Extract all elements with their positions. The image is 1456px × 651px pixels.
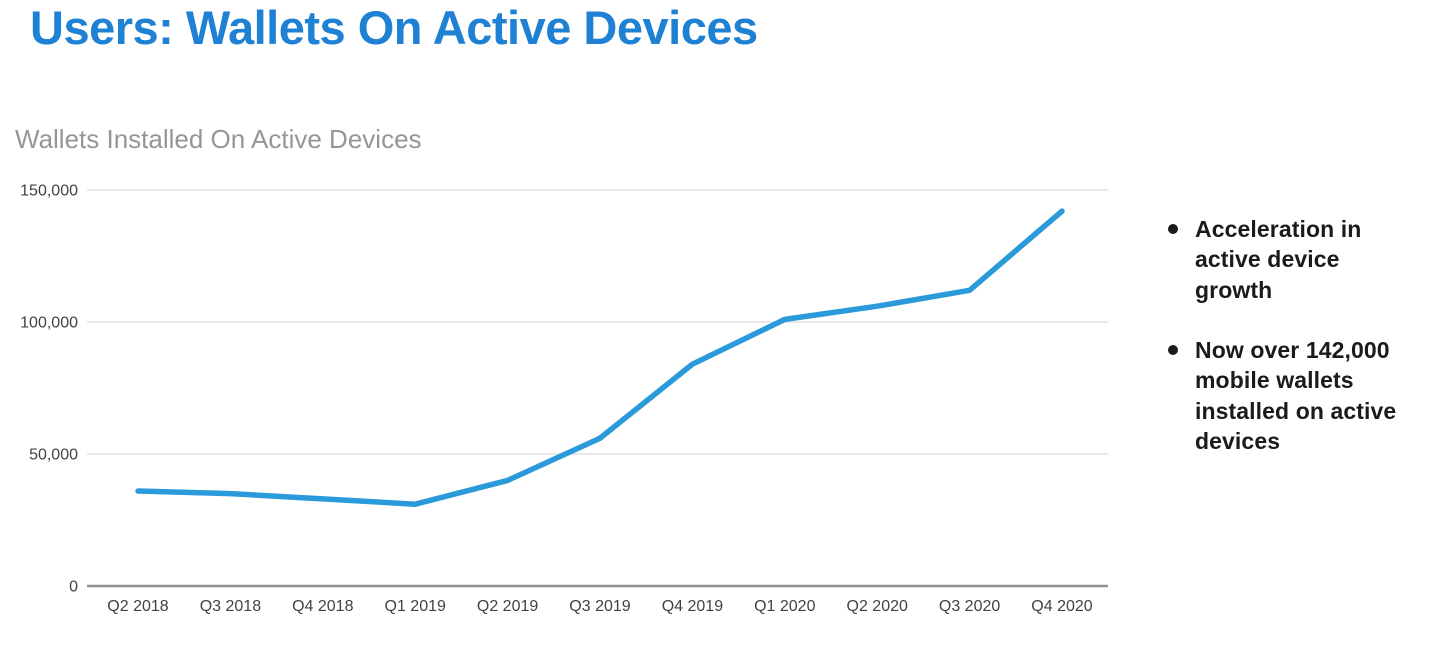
bullet-list: Acceleration in active device growth Now … (1168, 214, 1414, 487)
x-axis-tick-label: Q1 2020 (754, 598, 815, 615)
x-axis-tick-label: Q3 2019 (569, 598, 630, 615)
bullet-item: Acceleration in active device growth (1168, 214, 1414, 305)
x-axis-tick-label: Q4 2020 (1031, 598, 1092, 615)
x-axis-tick-label: Q2 2018 (107, 598, 168, 615)
bullet-dot-icon (1168, 345, 1178, 356)
wallets-series-line (135, 208, 1065, 507)
y-axis-tick-label: 0 (69, 579, 78, 596)
page-title: Users: Wallets On Active Devices (30, 1, 758, 54)
y-axis-tick-label: 150,000 (20, 183, 78, 200)
x-axis-tick-label: Q4 2019 (662, 598, 723, 615)
x-axis-tick-label: Q1 2019 (385, 598, 446, 615)
bullet-text: Acceleration in active device growth (1195, 216, 1362, 303)
x-axis-tick-label: Q4 2018 (292, 598, 353, 615)
bullet-text: Now over 142,000 mobile wallets installe… (1195, 337, 1397, 455)
chart-title: Wallets Installed On Active Devices (15, 124, 422, 154)
x-axis-tick-label: Q3 2020 (939, 598, 1000, 615)
x-axis-tick-label: Q2 2019 (477, 598, 538, 615)
x-axis-tick-label: Q3 2018 (200, 598, 261, 615)
x-axis-tick-label: Q2 2020 (847, 598, 908, 615)
y-axis-tick-label: 50,000 (29, 447, 78, 464)
y-axis-tick-label: 100,000 (20, 315, 78, 332)
wallets-line-chart: 0 50,000 100,000 150,000 Q2 2018 Q3 2018 Q4 20… (20, 183, 1108, 615)
bullet-dot-icon (1168, 224, 1178, 234)
bullet-item: Now over 142,000 mobile wallets installe… (1168, 335, 1414, 456)
